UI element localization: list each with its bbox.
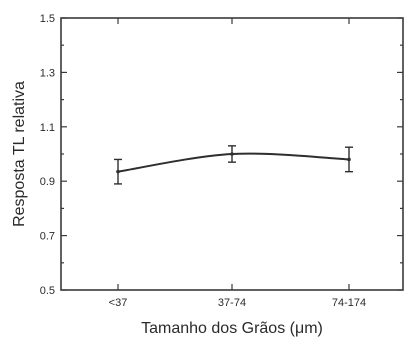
y-tick-label: 1.3 — [40, 67, 55, 79]
x-tick-label: <37 — [109, 297, 128, 309]
data-point — [347, 157, 351, 162]
y-tick-label: 0.5 — [40, 285, 55, 297]
y-axis: 0.5 0.7 0.9 1.1 1.3 1.5 — [40, 13, 403, 297]
x-tick-label: 37-74 — [218, 297, 246, 309]
y-tick-label: 1.5 — [40, 13, 55, 25]
y-axis-title: Resposta TL relativa — [11, 81, 28, 227]
x-tick-label: 74-174 — [332, 297, 366, 309]
x-axis: <37 37-74 74-174 — [109, 18, 366, 309]
y-tick-label: 0.9 — [40, 176, 55, 188]
x-axis-title: Tamanho dos Grãos (μm) — [141, 320, 323, 337]
y-tick-label: 1.1 — [40, 122, 55, 134]
series-group — [114, 145, 353, 185]
y-tick-label: 0.7 — [40, 231, 55, 243]
data-point — [230, 152, 234, 156]
data-point — [116, 169, 120, 174]
